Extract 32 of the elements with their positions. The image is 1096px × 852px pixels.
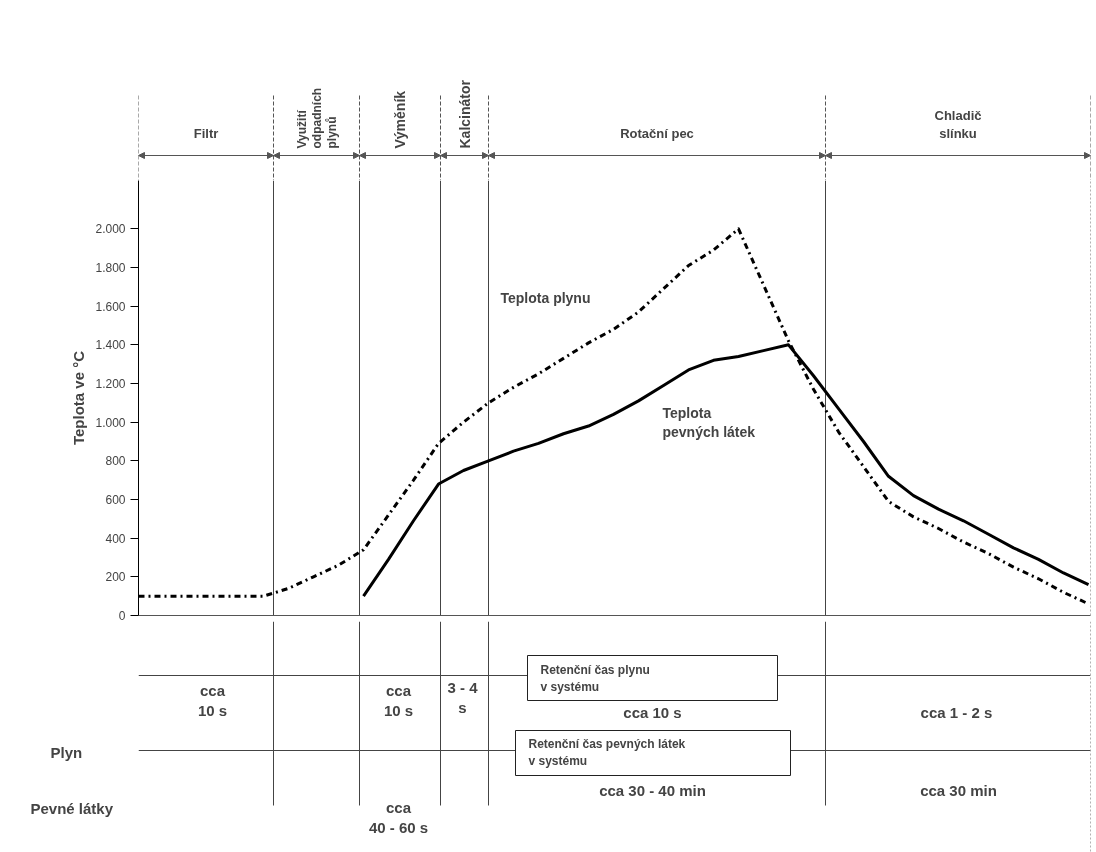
text: Retenční čas plynu v systému	[540, 663, 650, 694]
text: cca 1 - 2 s	[920, 704, 993, 721]
text: cca 30 min	[920, 782, 997, 799]
y-tick-label: 800	[105, 454, 126, 469]
y-tick-label: 1.600	[95, 299, 126, 314]
text: cca 10 s	[383, 681, 414, 720]
y-tick-label: 200	[105, 570, 126, 585]
text: cca 10 s	[623, 704, 682, 721]
y-tick-label: 1.800	[95, 261, 126, 275]
y-tick-label: 2.000	[95, 222, 126, 237]
text: 3 - 4 s	[447, 678, 479, 717]
text: Chladič slínku	[934, 107, 982, 141]
text: Pevné látky	[30, 800, 114, 817]
text: Filtr	[193, 125, 219, 141]
series-label: Teplota pevných látek	[662, 404, 756, 440]
y-axis-title: Teplota ve °C	[70, 350, 88, 446]
y-tick-label: 600	[105, 493, 126, 507]
text: cca 40 - 60 s	[368, 798, 429, 837]
text: Plyn	[50, 744, 83, 761]
y-tick-label: 1.400	[95, 338, 126, 353]
y-tick-label: 1.200	[95, 377, 126, 391]
text: Retenční čas pevných látek v systému	[528, 737, 686, 768]
text: Teplota plynu	[500, 290, 591, 307]
text: Kalcinátor	[456, 79, 473, 149]
y-tick-label: 400	[105, 531, 126, 546]
y-tick-label: 0	[118, 609, 126, 623]
text: Výměník	[392, 90, 408, 149]
text: Využití odpadních plynů	[294, 87, 339, 149]
text: cca 30 - 40 min	[599, 782, 706, 799]
text: Rotační pec	[620, 125, 694, 141]
text: cca 10 s	[197, 681, 228, 720]
y-tick-label: 1.000	[95, 415, 126, 430]
